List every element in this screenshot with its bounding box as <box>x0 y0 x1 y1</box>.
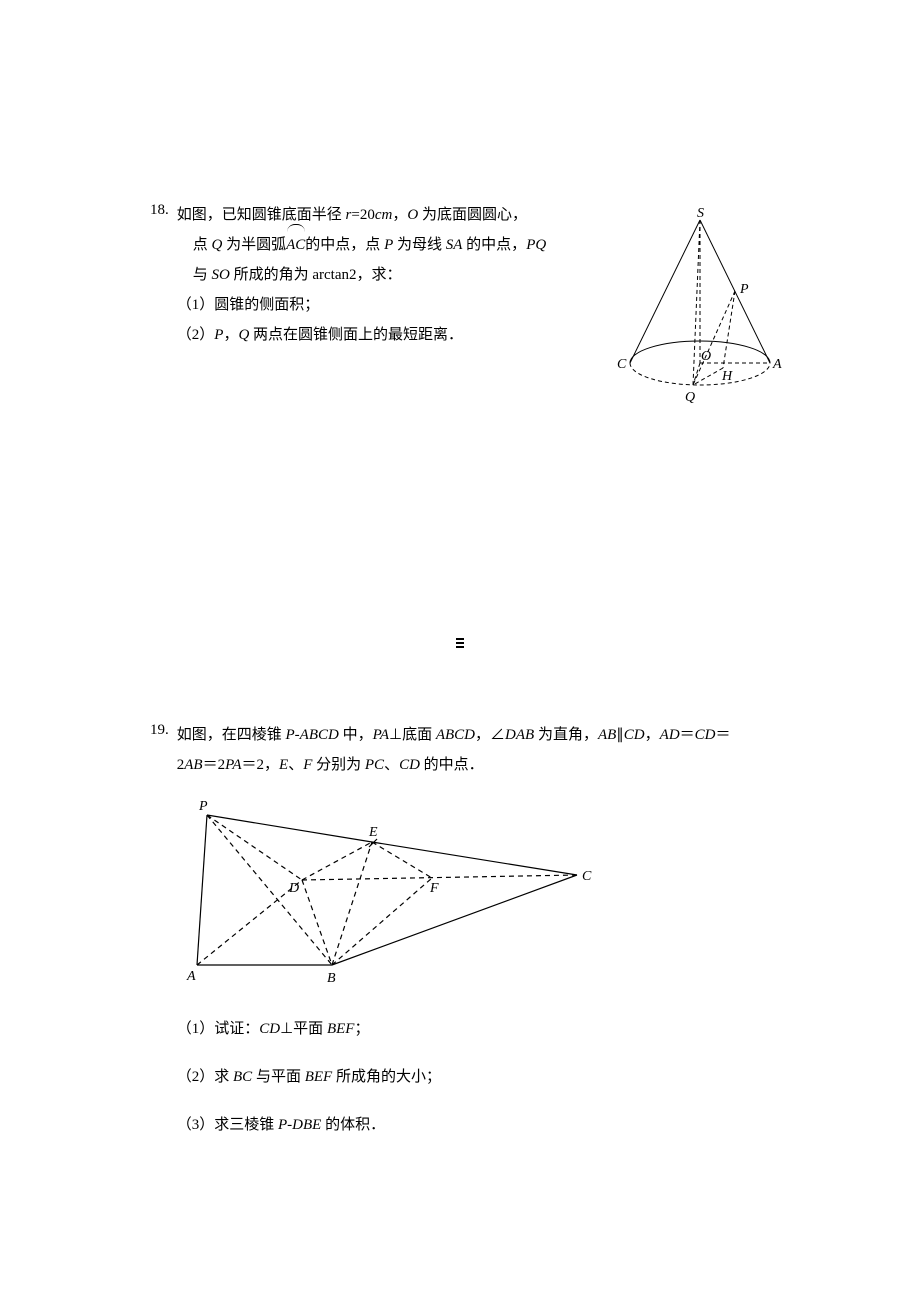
text: ∥ <box>616 727 624 743</box>
text: 为母线 <box>393 237 446 253</box>
problem-number: 18. <box>150 200 169 219</box>
problem-19: 19. 如图，在四棱锥 P-ABCD 中，PA⊥底面 ABCD，∠DAB 为直角… <box>150 720 770 1140</box>
sub-question-1: （1）试证：CD⊥平面 BEF； <box>177 1014 770 1044</box>
text: 两点在圆锥侧面上的最短距离． <box>249 327 463 343</box>
label-D: D <box>288 881 299 896</box>
text: 与 <box>193 267 212 283</box>
text: 所成角的大小； <box>332 1069 441 1085</box>
var-F: F <box>303 757 312 773</box>
var-AB: AB <box>598 727 616 743</box>
var-SA: SA <box>446 237 463 253</box>
center-mark-icon <box>456 642 464 644</box>
var-P: P <box>384 237 393 253</box>
var-DAB: DAB <box>505 727 534 743</box>
arc-hat-icon <box>287 224 305 232</box>
text: 点 <box>193 237 212 253</box>
label-B: B <box>327 971 336 985</box>
label-P: P <box>198 799 208 814</box>
var-PC: PC <box>365 757 384 773</box>
problem-number: 19. <box>150 720 169 739</box>
text: （3）求三棱锥 <box>177 1117 278 1133</box>
var-Q: Q <box>238 327 249 343</box>
var-CD: CD <box>624 727 645 743</box>
var-Q: Q <box>212 237 223 253</box>
label-P: P <box>739 282 749 297</box>
text: 的体积． <box>321 1117 385 1133</box>
text: 中， <box>339 727 373 743</box>
text: （2）求 <box>177 1069 233 1085</box>
arc-AC: AC <box>286 230 305 260</box>
text: 为半圆弧 <box>222 237 286 253</box>
var-PQ: PQ <box>526 237 546 253</box>
text: 为直角， <box>534 727 598 743</box>
text: 为底面圆圆心， <box>418 207 527 223</box>
text: 、 <box>288 757 303 773</box>
sub-question-3: （3）求三棱锥 P-DBE 的体积． <box>177 1110 770 1140</box>
text-line: 2AB＝2PA＝2，E、F 分别为 PC、CD 的中点． <box>177 750 770 780</box>
label-Q: Q <box>685 390 695 405</box>
var-AB: AB <box>184 757 202 773</box>
label-C: C <box>582 869 592 884</box>
var-BEF: BEF <box>327 1021 355 1037</box>
text: ， <box>392 207 407 223</box>
var-PDBE: P-DBE <box>278 1117 321 1133</box>
text: 的中点， <box>462 237 526 253</box>
var-O: O <box>407 207 418 223</box>
text: 与平面 <box>252 1069 305 1085</box>
text-line: 如图，在四棱锥 P-ABCD 中，PA⊥底面 ABCD，∠DAB 为直角，AB∥… <box>177 720 770 750</box>
figure-wrap: P E D F C A B <box>177 790 770 996</box>
sub-question-2: （2）求 BC 与平面 BEF 所成角的大小； <box>177 1062 770 1092</box>
var-CD: CD <box>695 727 716 743</box>
text: （1）试证： <box>177 1021 260 1037</box>
label-A: A <box>186 969 196 984</box>
figure-pyramid: P E D F C A B <box>177 790 597 985</box>
label-F: F <box>429 881 439 896</box>
text: 分别为 <box>312 757 365 773</box>
text: ， <box>223 327 238 343</box>
var-CD: CD <box>399 757 420 773</box>
text: ⊥平面 <box>280 1021 327 1037</box>
label-A: A <box>772 357 782 372</box>
var-PA: PA <box>373 727 389 743</box>
text: 如图，在四棱锥 <box>177 727 286 743</box>
label-O: O <box>701 349 711 364</box>
unit-cm: cm <box>375 207 393 223</box>
text: ＝ <box>680 727 695 743</box>
text: （2） <box>177 327 215 343</box>
text: ，∠ <box>475 727 505 743</box>
text: ⊥底面 <box>389 727 436 743</box>
var-CD: CD <box>259 1021 280 1037</box>
text: ＝2 <box>203 757 226 773</box>
var-BC: BC <box>233 1069 252 1085</box>
page: 18. 如图，已知圆锥底面半径 r=20cm，O 为底面圆圆心， 点 Q 为半圆… <box>0 0 920 1302</box>
var-SO: SO <box>212 267 230 283</box>
label-E: E <box>368 825 378 840</box>
var-E: E <box>279 757 288 773</box>
sub-questions: （1）试证：CD⊥平面 BEF； （2）求 BC 与平面 BEF 所成角的大小；… <box>177 1014 770 1140</box>
var-AC: AC <box>286 237 305 253</box>
text: ＝ <box>716 727 731 743</box>
text: 的中点，点 <box>305 237 384 253</box>
problem-body: 如图，在四棱锥 P-ABCD 中，PA⊥底面 ABCD，∠DAB 为直角，AB∥… <box>177 720 770 1140</box>
text: 如图，已知圆锥底面半径 <box>177 207 346 223</box>
text: ＝2， <box>242 757 280 773</box>
text: 所成的角为 arctan2，求： <box>230 267 402 283</box>
text: 的中点． <box>420 757 484 773</box>
spacer <box>150 410 770 720</box>
label-S: S <box>697 208 704 221</box>
text: ， <box>645 727 660 743</box>
label-C: C <box>617 357 627 372</box>
var-PABCD: P-ABCD <box>286 727 339 743</box>
label-H: H <box>721 369 733 384</box>
text: ； <box>354 1021 369 1037</box>
figure-cone: S P C O H A Q <box>615 208 785 408</box>
text: 、 <box>384 757 399 773</box>
var-PA: PA <box>225 757 241 773</box>
text: =20 <box>351 207 374 223</box>
var-BEF: BEF <box>305 1069 333 1085</box>
var-ABCD: ABCD <box>436 727 475 743</box>
var-AD: AD <box>660 727 680 743</box>
